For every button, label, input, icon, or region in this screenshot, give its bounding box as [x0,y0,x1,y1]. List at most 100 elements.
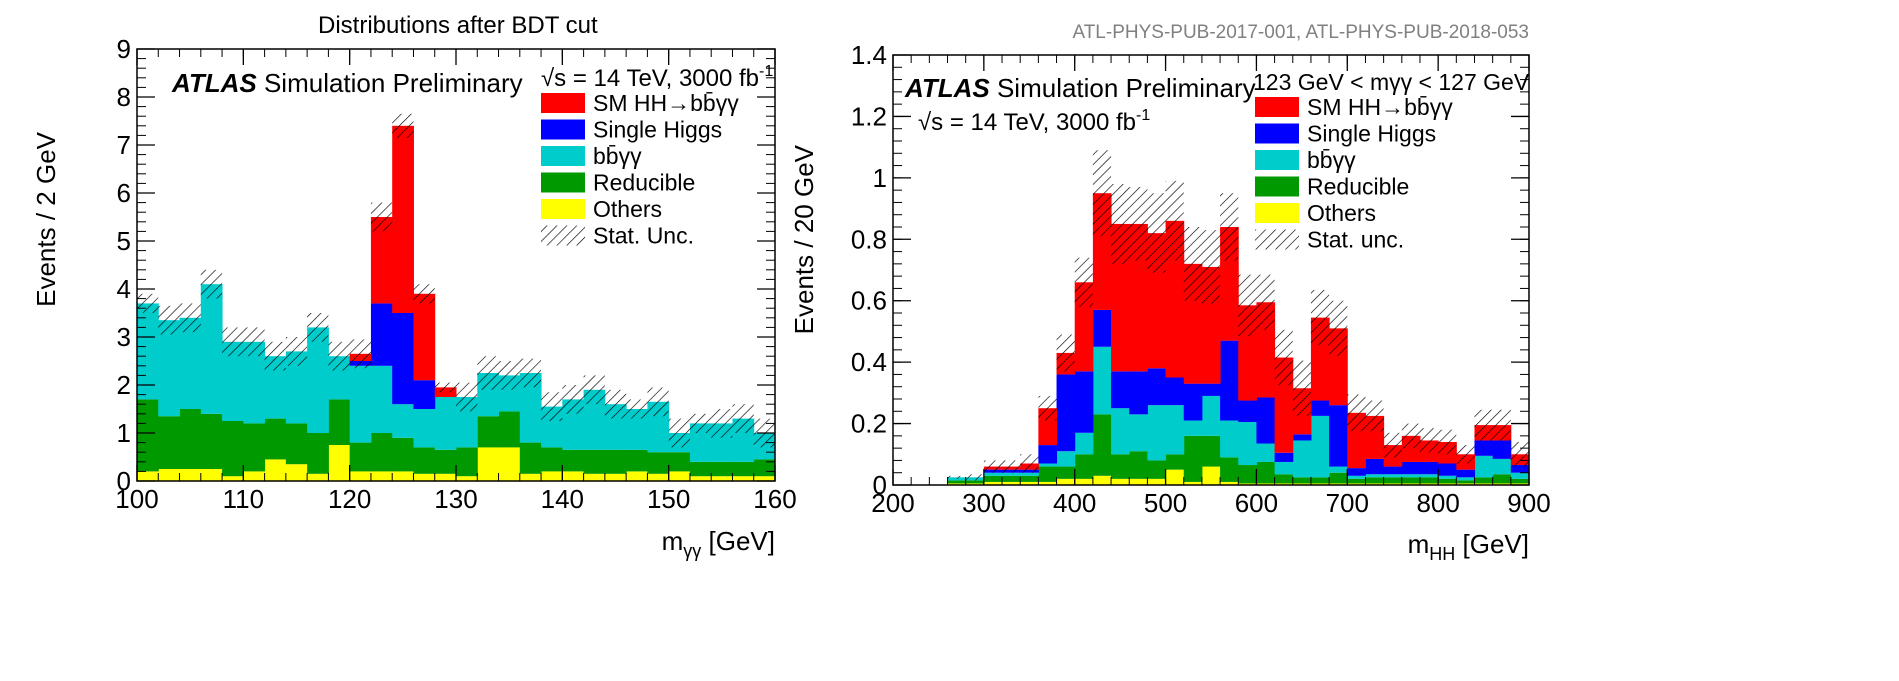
y-tick-label: 1.2 [851,101,887,131]
bar-reducible [1456,480,1475,484]
legend-swatch-sm_hh [541,93,585,113]
stat-unc-bin [413,284,435,304]
y-tick-label: 4 [117,274,131,304]
stat-unc-bin [477,356,499,390]
bar-bbyy [1401,474,1421,478]
bar-bbyy [1165,405,1185,455]
bar-reducible [1129,451,1148,479]
stat-unc-band [947,150,1529,481]
x-tick-label: 120 [328,484,371,514]
bar-bbyy [1056,451,1076,467]
bar-reducible [753,459,776,477]
bar-reducible [1329,472,1348,484]
bar-others [983,481,1003,485]
bar-reducible [1074,454,1094,479]
legend-label: Single Higgs [593,117,722,143]
bar-single_higgs [1256,397,1276,444]
legend-label: Reducible [1307,174,1409,200]
bar-bbyy [519,373,542,443]
bar-others [477,447,500,481]
stat-unc-bin [947,475,966,479]
bar-reducible [626,449,648,472]
bar-single_higgs [1492,440,1512,459]
stat-unc-bin [1183,227,1202,301]
bar-bbyy [1038,463,1058,467]
energy-label: √s = 14 TeV, 3000 fb-1 [918,107,1150,136]
stat-unc-bin [1492,409,1511,441]
y-tick-label: 0.8 [851,224,887,254]
bar-others [1347,483,1366,485]
bar-others [604,473,627,481]
bar-reducible [604,449,627,474]
bar-reducible [1365,477,1385,484]
legend-label: Single Higgs [1307,121,1436,147]
stat-unc-bin [370,202,393,232]
stat-unc-bin [137,293,159,313]
bar-bbyy [285,351,308,424]
x-tick-label: 130 [434,484,477,514]
y-tick-label: 2 [117,370,131,400]
stat-unc-band [137,113,775,448]
bar-reducible [307,433,329,474]
y-tick-label: 5 [117,226,131,256]
y-tick-label: 8 [117,82,131,112]
stat-unc-bin [179,303,201,333]
legend-swatch-single_higgs [541,119,585,140]
bar-reducible [1165,454,1185,470]
stat-unc-bin [1274,329,1293,386]
bar-reducible [285,423,308,465]
legend-label: bb̄γγ [1307,147,1356,173]
x-axis-label: mHH [GeV] [1408,529,1529,564]
bar-others [1238,483,1257,485]
y-tick-label: 0 [117,466,131,496]
bar-others [413,473,436,481]
bar-single_higgs [1111,371,1130,409]
bar-reducible [1474,477,1494,484]
bar-reducible [519,442,542,474]
x-tick-label: 100 [115,484,158,514]
stat-unc-bin [243,327,265,357]
bar-bbyy [264,356,287,419]
bar-others [1038,481,1058,485]
bar-others [1165,469,1185,485]
stat-unc-bin [647,387,669,417]
bar-reducible [1419,477,1439,484]
bar-reducible [965,480,985,484]
bar-sm_hh [392,125,414,313]
cut-label: 123 GeV < mγγ < 127 GeV [1253,69,1530,95]
bar-single_higgs [1401,461,1421,475]
bar-others [1419,483,1439,485]
bar-others [137,471,159,481]
bar-reducible [477,416,500,448]
stat-unc-bin [583,375,605,405]
bar-single_higgs [1292,434,1312,441]
stat-unc-bin [965,474,984,481]
bar-bbyy [1020,472,1039,476]
bar-others [1147,478,1167,485]
stat-unc-bin [519,358,542,388]
legend-swatch-reducible [541,172,585,193]
bar-others [1201,466,1221,485]
bar-reducible [562,449,585,472]
bar-others [647,473,670,481]
x-tick-label: 140 [541,484,584,514]
bar-others [1129,478,1148,485]
bar-single_higgs [1147,368,1167,406]
bar-others [307,473,329,481]
bar-others [1310,483,1330,485]
bar-reducible [349,442,372,472]
bar-bbyy [200,284,223,414]
stat-unc-bin [1474,409,1493,441]
legend-label: Reducible [593,170,695,196]
legend-swatch-bbyy [1255,150,1299,170]
bar-bbyy [434,397,457,450]
bar-bbyy [1474,455,1494,478]
stat-unc-bin [541,392,563,421]
stat-unc-bin [1329,300,1348,356]
y-tick-label: 1.4 [851,40,887,70]
y-tick-label: 7 [117,130,131,160]
bar-others [1329,483,1348,485]
stat-unc-bin [604,389,627,419]
y-tick-label: 0.4 [851,347,887,377]
bar-others [349,471,372,481]
